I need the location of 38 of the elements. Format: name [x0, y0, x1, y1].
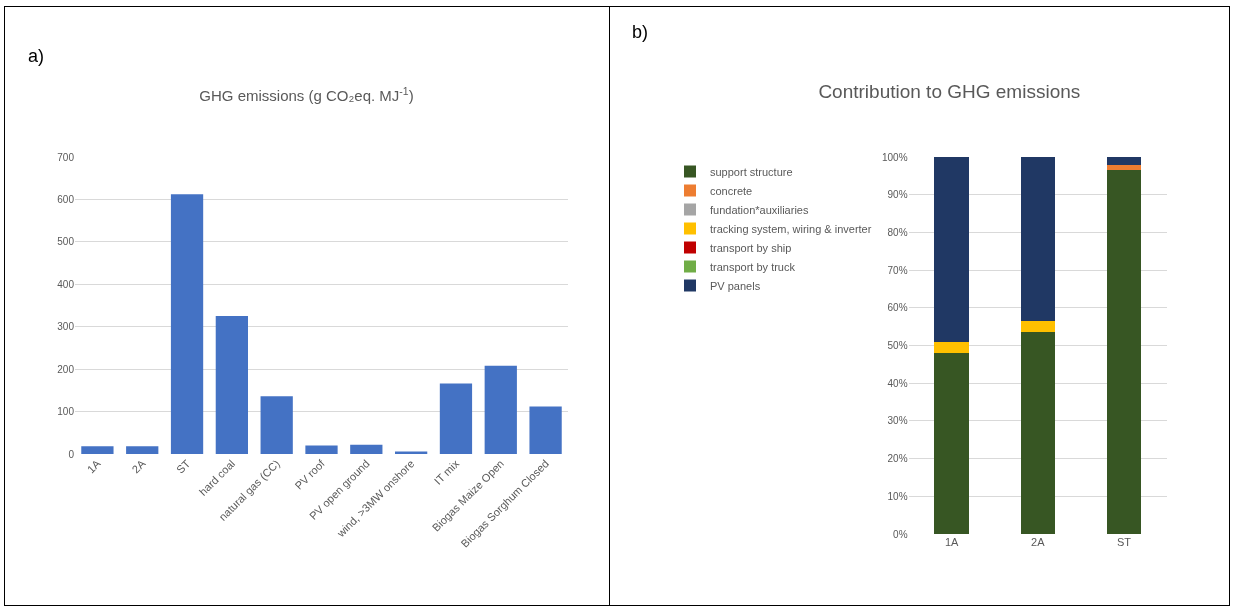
text: a): [28, 46, 45, 66]
legend-label: transport by truck: [710, 260, 796, 273]
y-tick-label: 60%: [887, 302, 908, 314]
chart-title: Contribution to GHG emissions: [818, 80, 1081, 102]
y-tick-label: 30%: [887, 415, 908, 427]
legend-label: transport by ship: [710, 241, 792, 254]
y-tick-label: 200: [57, 363, 75, 375]
legend-label: PV panels: [710, 279, 761, 292]
y-tick-label: 20%: [887, 453, 908, 465]
x-tick-label: 1A: [944, 536, 960, 548]
x-tick-label: ST: [173, 457, 193, 476]
y-tick-label: 100: [57, 406, 75, 418]
y-tick-label: 0: [68, 448, 75, 460]
x-tick-label: ST: [1116, 536, 1132, 548]
y-tick-label: 700: [57, 151, 75, 163]
y-tick-label: 600: [57, 193, 75, 205]
x-tick-label: IT mix: [431, 456, 462, 487]
y-tick-label: 50%: [887, 340, 908, 351]
y-tick-label: 40%: [887, 377, 908, 389]
y-tick-label: 0%: [893, 528, 908, 540]
y-tick-label: 500: [57, 236, 75, 248]
legend-label: support structure: [710, 165, 793, 178]
text: b): [632, 22, 649, 42]
x-tick-label: 1A: [84, 456, 104, 476]
y-tick-label: 300: [57, 321, 75, 333]
y-tick-label: 10%: [887, 490, 908, 502]
legend-label: tracking system, wiring & inverter: [710, 222, 872, 235]
y-tick-label: 100%: [881, 151, 908, 163]
y-tick-label: 400: [57, 278, 75, 290]
x-tick-label: 2A: [1031, 536, 1046, 548]
y-tick-label: 80%: [887, 226, 908, 238]
legend-label: concrete: [710, 184, 753, 197]
y-tick-label: 90%: [887, 189, 908, 201]
y-tick-label: 70%: [887, 264, 908, 276]
chart-title: GHG emissions (g CO₂eq. MJ$^{-1}$): [199, 84, 414, 105]
x-tick-label: 2A: [129, 456, 148, 476]
legend-label: fundation*auxiliaries: [710, 203, 809, 216]
x-tick-label: PV roof: [292, 456, 328, 492]
